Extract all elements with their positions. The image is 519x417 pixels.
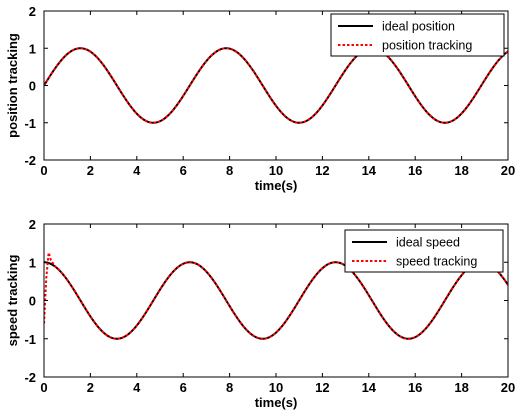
x-tick-label: 20 [501, 163, 515, 178]
legend-entry-label: position tracking [382, 39, 472, 53]
x-tick-label: 12 [315, 163, 329, 178]
y-axis-label: speed tracking [5, 255, 20, 347]
x-tick-label: 0 [40, 163, 47, 178]
x-tick-label: 18 [454, 380, 468, 395]
y-tick-label: -1 [24, 116, 36, 131]
x-tick-label: 4 [133, 380, 141, 395]
x-tick-label: 12 [315, 380, 329, 395]
x-tick-label: 10 [269, 163, 283, 178]
y-tick-label: -1 [24, 332, 36, 347]
x-tick-label: 8 [226, 380, 233, 395]
x-tick-label: 14 [362, 163, 377, 178]
x-tick-label: 16 [408, 380, 422, 395]
y-tick-label: 1 [29, 41, 36, 56]
x-tick-label: 14 [362, 380, 377, 395]
legend: ideal speed speed tracking [344, 229, 504, 273]
legend-entry-label: speed tracking [396, 255, 477, 269]
legend-entry-label: ideal speed [396, 236, 460, 250]
x-tick-label: 18 [454, 163, 468, 178]
y-tick-label: -2 [24, 153, 36, 168]
x-tick-label: 8 [226, 163, 233, 178]
y-tick-label: 0 [29, 79, 36, 94]
legend-entry-label: ideal position [382, 20, 455, 34]
y-tick-label: 1 [29, 255, 36, 270]
chart-panel-1: 0 2 4 6 8 10 12 14 16 18 20210-1-2time(s)position … [5, 4, 515, 193]
x-tick-label: 10 [269, 380, 283, 395]
x-tick-label: 0 [40, 380, 47, 395]
y-tick-label: 2 [29, 217, 36, 232]
x-tick-label: 6 [180, 163, 187, 178]
y-tick-label: -2 [24, 370, 36, 385]
x-tick-label: 2 [87, 380, 94, 395]
x-tick-label: 16 [408, 163, 422, 178]
x-tick-label: 4 [133, 163, 141, 178]
legend-box [330, 13, 505, 57]
legend-box [344, 229, 504, 273]
x-tick-label: 2 [87, 163, 94, 178]
series-line-tracking [44, 47, 508, 124]
x-tick-label: 20 [501, 380, 515, 395]
x-axis-label: time(s) [255, 178, 298, 193]
series-line-tracking [44, 252, 508, 340]
y-axis-label: position tracking [5, 33, 20, 138]
y-tick-label: 2 [29, 4, 36, 19]
legend: ideal position position tracking [330, 13, 505, 57]
x-tick-label: 6 [180, 380, 187, 395]
x-axis-label: time(s) [255, 395, 298, 410]
y-tick-label: 0 [29, 294, 36, 309]
